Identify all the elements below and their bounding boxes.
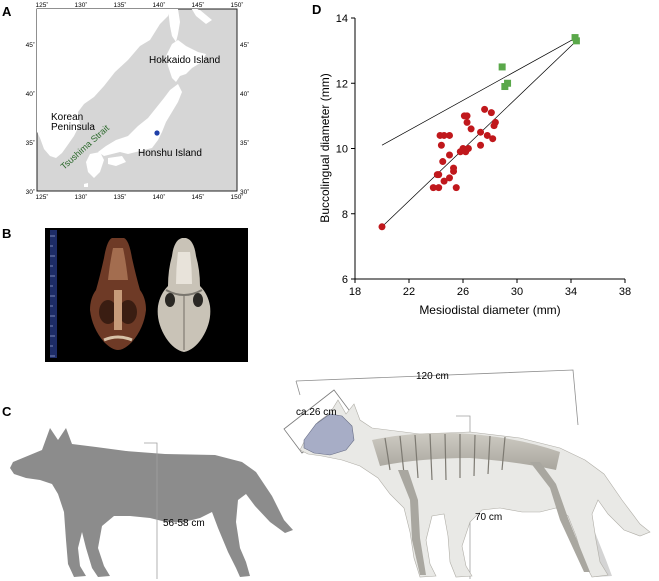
label-hokkaido: Hokkaido Island xyxy=(149,55,220,66)
y-tick-label: 8 xyxy=(342,209,348,221)
data-point-circle xyxy=(463,112,471,120)
data-point-circle xyxy=(446,174,453,182)
map-lon-ticks-top: 125˚ 130˚ 135˚ 140˚ 145˚ 150˚ xyxy=(35,1,243,9)
map-lat-tick-left: 35˚ xyxy=(26,139,35,147)
map-lon-tick-bottom: 140˚ xyxy=(152,193,165,201)
length-frame xyxy=(295,369,579,426)
data-point-circle xyxy=(464,145,472,152)
map-lon-tick-bottom: 145˚ xyxy=(191,193,204,201)
map-lat-tick-left: 45˚ xyxy=(26,41,35,49)
data-point-circle xyxy=(477,128,485,136)
data-point-circle xyxy=(483,131,491,139)
panel-a-map: A 125˚ 130˚ 135˚ 140˚ 145˚ 150˚ 125˚ 130˚ 135˚ 1… xyxy=(2,1,249,201)
skull-ventral-dark xyxy=(90,238,146,350)
map-lat-ticks-right: 45˚ 40˚ 35˚ 30˚ xyxy=(240,41,249,196)
scatter-chart: 18 22 26 30 34 38 6 8 10 12 14 xyxy=(336,13,631,298)
data-point-circle xyxy=(477,141,485,149)
panel-c-wolves: C 120 cm ca.26 cm 56-58 cm 70 cm xyxy=(2,369,651,579)
label-height-right: 70 cm xyxy=(475,512,502,523)
map-lon-tick-bottom: 130˚ xyxy=(74,193,87,201)
data-point-circle xyxy=(433,171,441,179)
map-lat-ticks-left: 45˚ 40˚ 35˚ 30˚ xyxy=(26,41,35,196)
map-lat-tick-left: 30˚ xyxy=(26,188,35,196)
height-line-left xyxy=(144,442,158,579)
skull-overlay xyxy=(303,413,355,456)
data-point-circle xyxy=(446,131,453,139)
map-lon-tick-bottom: 125˚ xyxy=(35,193,48,201)
label-height-left: 56-58 cm xyxy=(163,518,205,529)
label-korean-line1: Korean xyxy=(51,112,83,123)
panel-b-photo: B xyxy=(2,226,248,362)
panel-d-letter: D xyxy=(312,2,321,17)
panel-c-letter: C xyxy=(2,404,12,419)
site-marker xyxy=(154,130,160,136)
label-skull: ca.26 cm xyxy=(296,407,337,418)
data-point-circle xyxy=(481,105,489,113)
map-lon-tick-top: 140˚ xyxy=(152,1,165,9)
panel-b-letter: B xyxy=(2,226,11,241)
data-point-circle xyxy=(446,151,453,159)
data-point-circle xyxy=(429,184,437,192)
x-tick-label: 26 xyxy=(457,286,469,298)
data-point-circle xyxy=(490,122,498,130)
data-point-circle xyxy=(435,184,443,192)
map-lon-ticks-bottom: 125˚ 130˚ 135˚ 140˚ 145˚ 150˚ xyxy=(35,193,243,201)
data-point-circle xyxy=(437,141,445,149)
panel-d-chart: D 18 22 26 30 34 38 6 8 10 12 14 Buccolingual diam… xyxy=(312,2,631,317)
data-point-circle xyxy=(439,158,447,166)
data-point-circle xyxy=(450,164,458,172)
height-line-right xyxy=(456,415,471,579)
data-point-square xyxy=(572,37,580,45)
y-tick-label: 12 xyxy=(336,78,348,90)
x-tick-label: 38 xyxy=(619,286,631,298)
photo-background xyxy=(45,228,248,362)
map-lat-tick-right: 30˚ xyxy=(240,188,249,196)
regression-line xyxy=(381,37,577,146)
y-tick-label: 6 xyxy=(342,274,348,286)
panel-a-letter: A xyxy=(2,4,12,19)
data-point-circle xyxy=(487,109,495,117)
x-axis-label: Mesiodistal diameter (mm) xyxy=(419,303,560,317)
map-land xyxy=(37,9,212,187)
data-point-circle xyxy=(440,177,448,185)
map-lon-tick-top: 130˚ xyxy=(74,1,87,9)
label-honshu: Honshu Island xyxy=(138,148,202,159)
skull-dorsal-light xyxy=(157,238,211,352)
map-lat-tick-right: 35˚ xyxy=(240,139,249,147)
data-point-square xyxy=(498,63,506,71)
x-tick-label: 22 xyxy=(403,286,415,298)
data-point-circle xyxy=(378,223,386,231)
map-lat-tick-right: 45˚ xyxy=(240,41,249,49)
x-tick-label: 18 xyxy=(349,286,361,298)
map-lat-tick-left: 40˚ xyxy=(26,90,35,98)
data-point-circle xyxy=(463,118,471,126)
map-lon-tick-bottom: 135˚ xyxy=(113,193,126,201)
label-length: 120 cm xyxy=(416,371,449,382)
data-point-circle xyxy=(436,131,444,139)
data-point-circle xyxy=(467,125,475,133)
data-point-circle xyxy=(489,135,497,143)
x-tick-label: 34 xyxy=(565,286,577,298)
map-lon-tick-top: 135˚ xyxy=(113,1,126,9)
map-lat-tick-right: 40˚ xyxy=(240,90,249,98)
label-korean-line2: Peninsula xyxy=(51,122,95,133)
map-lon-tick-top: 125˚ xyxy=(35,1,48,9)
data-point-circle xyxy=(452,184,460,192)
y-tick-label: 10 xyxy=(336,144,348,156)
y-axis-label: Buccolingual diameter (mm) xyxy=(318,73,332,222)
map-lon-tick-bottom: 150˚ xyxy=(230,193,243,201)
scale-ruler xyxy=(50,230,57,358)
y-tick-label: 14 xyxy=(336,13,348,25)
wolf-reconstruction xyxy=(299,399,651,578)
data-point-square xyxy=(504,79,512,87)
map-lon-tick-top: 145˚ xyxy=(191,1,204,9)
x-tick-label: 30 xyxy=(511,286,523,298)
map-lon-tick-top: 150˚ xyxy=(230,1,243,9)
wolf-silhouette xyxy=(10,428,293,577)
